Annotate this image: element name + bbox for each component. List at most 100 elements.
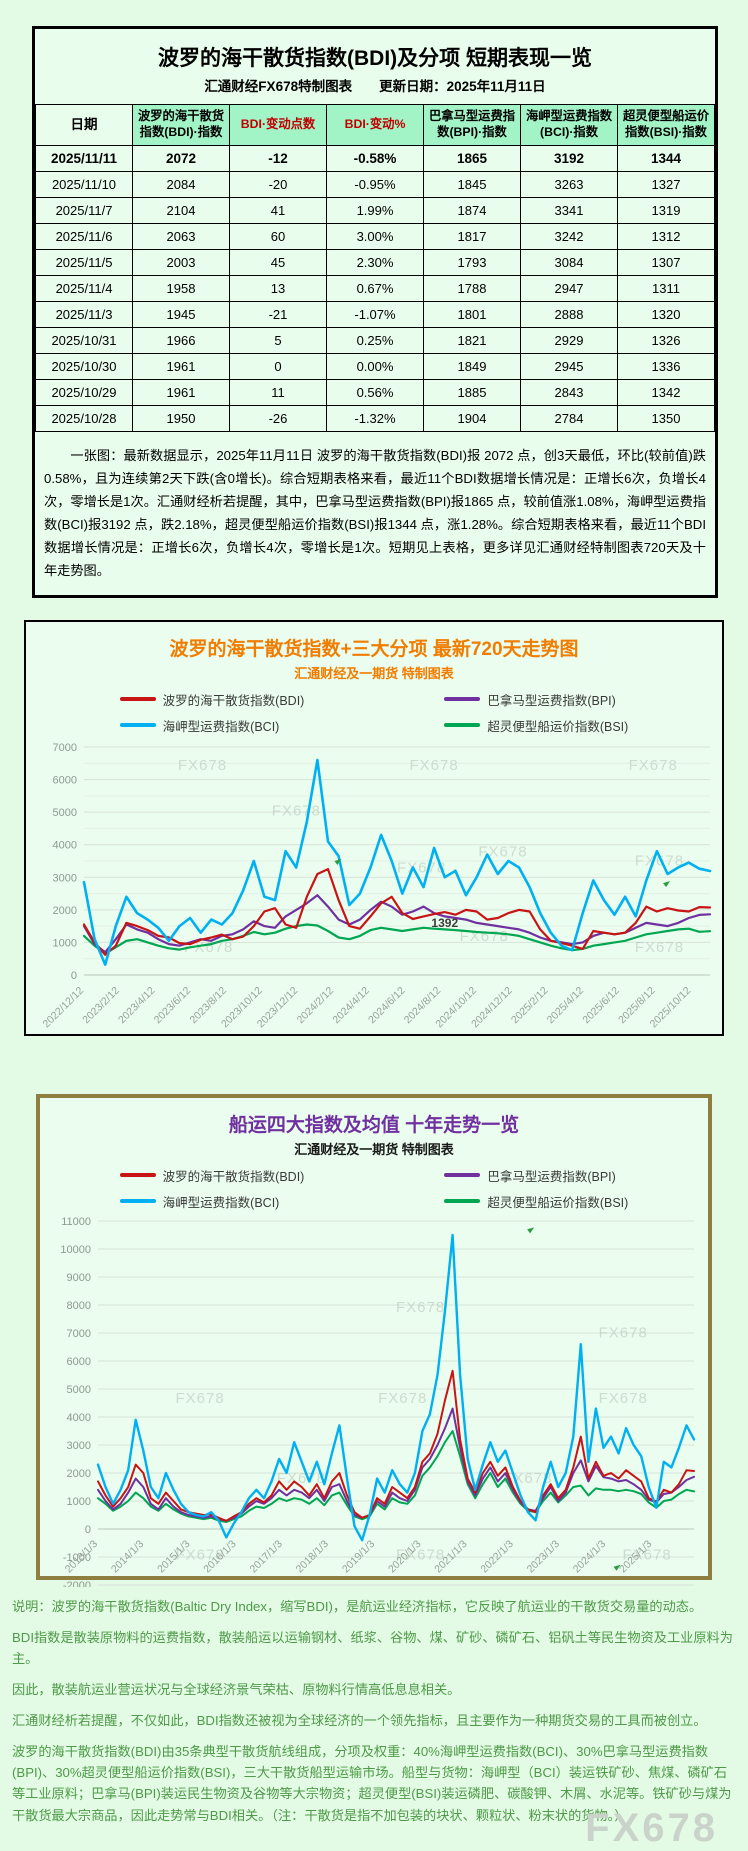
table-cell: 13	[229, 274, 327, 302]
table-cell: 1788	[423, 274, 521, 302]
legend-swatch	[119, 697, 156, 702]
svg-text:FX678: FX678	[599, 1390, 648, 1407]
table-cell: 1312	[617, 222, 715, 250]
page-subtitle: 汇通财经FX678特制图表 更新日期：2025年11月11日	[204, 79, 546, 94]
legend-swatch	[444, 723, 481, 728]
table-cell: 1950	[132, 404, 230, 432]
table-cell: 3263	[520, 170, 618, 198]
table-cell: 1311	[617, 274, 715, 302]
table-row: 2025/11/7 2104 41 1.99% 1874 3341 1319	[35, 196, 715, 224]
svg-text:0: 0	[85, 1524, 91, 1536]
table-cell: 1849	[423, 352, 521, 380]
svg-text:FX678: FX678	[178, 756, 227, 773]
note-line: 说明：波罗的海干散货指数(Baltic Dry Index，缩写BDI)，是航运…	[12, 1598, 703, 1614]
legend-swatch	[444, 1173, 481, 1178]
svg-text:1000: 1000	[53, 937, 77, 949]
table-cell: 11	[229, 378, 327, 406]
table-cell: 1.99%	[326, 196, 424, 224]
svg-text:FX678: FX678	[599, 1324, 648, 1341]
table-cell: 1945	[132, 300, 230, 328]
legend-label: 海岬型运费指数(BCI)	[162, 719, 280, 734]
table-row: 2025/11/3 1945 -21 -1.07% 1801 2888 1320	[35, 300, 715, 328]
table-row: 2025/11/10 2084 -20 -0.95% 1845 3263 1327	[35, 170, 715, 198]
table-cell: 1307	[617, 248, 715, 276]
legend-item-bdi: 波罗的海干散货指数(BDI)	[119, 690, 304, 709]
table-cell: -12	[229, 144, 327, 172]
legend-swatch	[444, 1199, 481, 1204]
chart-title: 波罗的海干散货指数+三大分项 最新720天走势图	[169, 638, 579, 660]
svg-text:FX678: FX678	[410, 756, 459, 773]
table-cell: -1.07%	[326, 300, 424, 328]
svg-text:-2000: -2000	[63, 1580, 91, 1587]
plot-area: -2000 -1000 0 1000 2000 3000 4000 5000 6000 7000 8…	[40, 1215, 708, 1587]
legend-item-bsi: 超灵便型船运价指数(BSI)	[444, 1192, 628, 1211]
table-cell: 2784	[520, 404, 618, 432]
svg-text:FX678: FX678	[272, 802, 321, 819]
table-cell: 3.00%	[326, 222, 424, 250]
note-line: BDI指数是散装原物料的运费指数，散装船运以运输钢材、纸浆、谷物、煤、矿砂、磷矿…	[12, 1629, 733, 1666]
table-cell: 0.56%	[326, 378, 424, 406]
legend-label: 巴拿马型运费指数(BPI)	[487, 1169, 616, 1184]
svg-text:6000: 6000	[67, 1356, 91, 1368]
svg-text:FX678: FX678	[478, 843, 527, 860]
svg-text:FX678: FX678	[378, 1390, 427, 1407]
table-cell: 2945	[520, 352, 618, 380]
legend-label: 巴拿马型运费指数(BPI)	[487, 693, 616, 708]
chart-720day-panel: 波罗的海干散货指数+三大分项 最新720天走势图 汇通财经及一期货 特制图表 波…	[24, 619, 724, 1036]
svg-text:9000: 9000	[67, 1272, 91, 1284]
column-header: BDI·变动%	[326, 104, 424, 146]
table-cell: 1326	[617, 326, 715, 354]
table-cell: 2003	[132, 248, 230, 276]
table-cell: 2025/11/6	[35, 222, 133, 250]
table-cell: -20	[229, 170, 327, 198]
legend-item-bci: 海岬型运费指数(BCI)	[119, 716, 305, 735]
table-cell: 1874	[423, 196, 521, 224]
chart-subtitle: 汇通财经及一期货 特制图表	[294, 1141, 454, 1157]
table-row: 2025/11/11 2072 -12 -0.58% 1865 3192 1344	[35, 144, 715, 172]
table-row: 2025/10/28 1950 -26 -1.32% 1904 2784 1350	[35, 404, 715, 432]
table-cell: 5	[229, 326, 327, 354]
table-cell: 2025/11/11	[35, 144, 133, 172]
table-cell: 2947	[520, 274, 618, 302]
legend: 波罗的海干散货指数(BDI) 巴拿马型运费指数(BPI) 海岬型运费指数(BCI…	[26, 690, 722, 735]
svg-text:-1000: -1000	[63, 1552, 91, 1564]
column-header: 海岬型运费指数(BCI)·指数	[520, 104, 618, 146]
table-cell: 1865	[423, 144, 521, 172]
table-cell: 1821	[423, 326, 521, 354]
table-cell: 2025/10/31	[35, 326, 133, 354]
page-title: 波罗的海干散货指数(BDI)及分项 短期表现一览	[158, 47, 592, 70]
table-cell: 2025/10/30	[35, 352, 133, 380]
table-cell: 2888	[520, 300, 618, 328]
svg-text:8000: 8000	[67, 1300, 91, 1312]
column-header: 巴拿马型运费指数(BPI)·指数	[423, 104, 521, 146]
svg-text:2000: 2000	[67, 1468, 91, 1480]
table-cell: 1327	[617, 170, 715, 198]
svg-text:FX678: FX678	[184, 939, 233, 956]
table-cell: 1350	[617, 404, 715, 432]
table-cell: 2063	[132, 222, 230, 250]
table-body: 2025/11/11 2072 -12 -0.58% 1865 3192 1344 2025/…	[35, 144, 715, 432]
svg-text:3000: 3000	[53, 872, 77, 884]
svg-text:2024/2/12: 2024/2/12	[295, 984, 337, 1026]
table-cell: 3341	[520, 196, 618, 224]
svg-text:FX678: FX678	[396, 1546, 445, 1563]
svg-text:FX678: FX678	[277, 1470, 326, 1487]
table-cell: -1.32%	[326, 404, 424, 432]
table-cell: -0.95%	[326, 170, 424, 198]
legend-item-bdi: 波罗的海干散货指数(BDI)	[119, 1166, 304, 1185]
table-cell: 2072	[132, 144, 230, 172]
table-cell: 1958	[132, 274, 230, 302]
svg-text:2023/4/12: 2023/4/12	[116, 984, 158, 1026]
svg-text:FX678: FX678	[635, 852, 684, 869]
svg-text:4000: 4000	[67, 1412, 91, 1424]
table-cell: 2929	[520, 326, 618, 354]
table-cell: -26	[229, 404, 327, 432]
svg-text:7000: 7000	[53, 742, 77, 754]
legend-swatch	[119, 723, 156, 728]
note-line: 因此，散装航运业营运状况与全球经济景气荣枯、原物料行情高低息息相关。	[12, 1681, 461, 1697]
table-cell: -0.58%	[326, 144, 424, 172]
table-cell: 2025/11/10	[35, 170, 133, 198]
svg-text:2022/12/12: 2022/12/12	[40, 984, 86, 1030]
bdi-table: 日期 波罗的海干散货指数(BDI)·指数 BDI·变动点数 BDI·变动% 巴拿马型运费…	[35, 104, 715, 432]
summary-text: 一张图：最新数据显示，2025年11月11日 波罗的海干散货指数(BDI)报 2…	[44, 447, 706, 579]
